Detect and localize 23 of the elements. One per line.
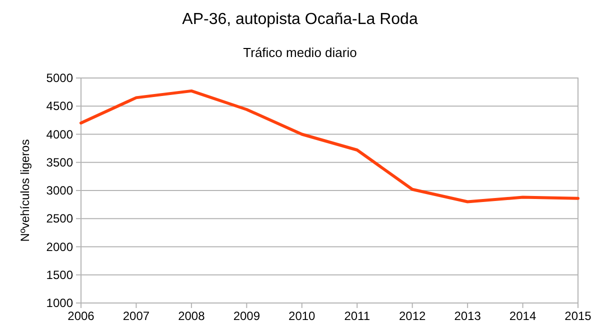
chart-subtitle: Tráfico medio diario (243, 45, 357, 60)
y-axis-title: Nºvehículos ligeros (18, 139, 32, 242)
x-tick-label: 2010 (288, 309, 316, 323)
y-tick-label: 3000 (46, 184, 74, 198)
x-tick-label: 2008 (178, 309, 206, 323)
y-tick-label: 4500 (46, 99, 74, 114)
x-tick-label: 2015 (564, 309, 592, 323)
x-tick-label: 2006 (68, 309, 95, 323)
x-tick-label: 2007 (122, 309, 150, 323)
y-tick-label: 2500 (46, 212, 74, 226)
x-tick-label: 2009 (233, 309, 260, 323)
chart-title: AP-36, autopista Ocaña-La Roda (182, 11, 418, 28)
line-series (80, 89, 580, 204)
y-tick-label: 3500 (46, 155, 74, 170)
y-tick-label: 4000 (46, 127, 74, 142)
y-tick-label: 1500 (46, 268, 74, 282)
y-tick-label: 1000 (46, 296, 74, 310)
y-tick-label: 2000 (46, 240, 74, 254)
x-tick-label: 2012 (398, 309, 426, 323)
x-tick-label: 2014 (509, 309, 536, 323)
x-tick-label: 2011 (344, 309, 370, 323)
x-tick-label: 2013 (454, 309, 482, 323)
y-tick-label: 5000 (46, 71, 74, 85)
